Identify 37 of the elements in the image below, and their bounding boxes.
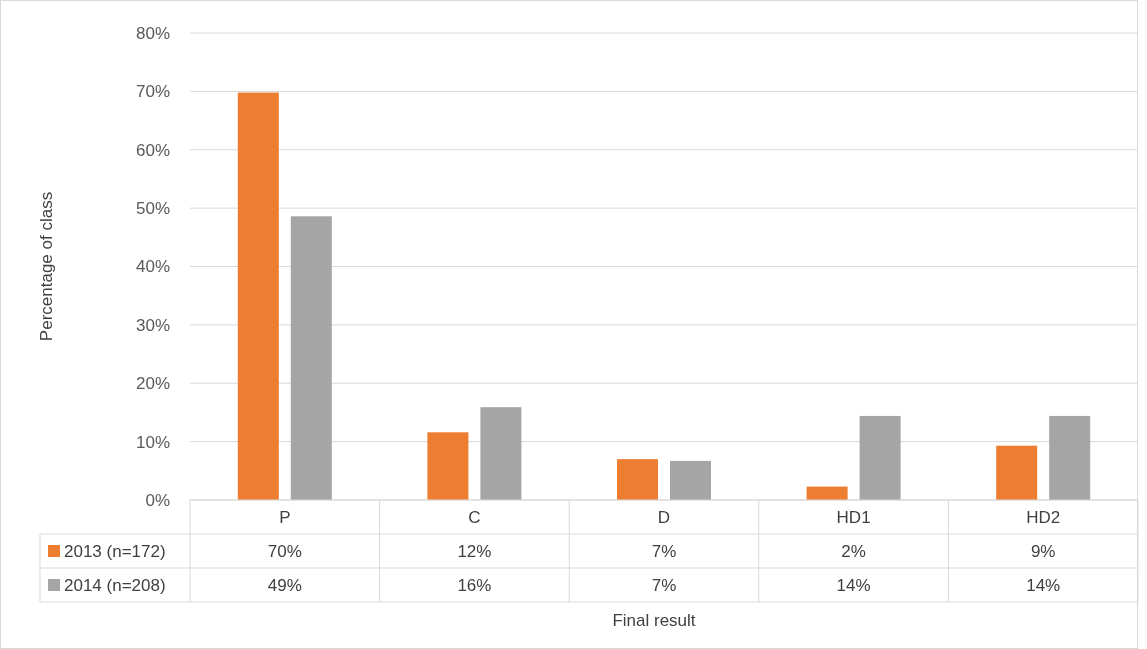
bar: [427, 432, 469, 500]
data-label: 9%: [1030, 541, 1056, 561]
data-label: 14%: [1026, 575, 1061, 595]
y-tick-label: 40%: [135, 257, 170, 277]
y-tick-label: 60%: [135, 140, 170, 160]
bar: [670, 460, 711, 500]
bar: [996, 445, 1038, 500]
x-tick-label: C: [468, 507, 481, 527]
data-label: 12%: [457, 541, 492, 561]
x-axis-title: Final result: [612, 610, 696, 630]
data-label: 14%: [836, 575, 871, 595]
legend-label: 2013 (n=172): [64, 541, 166, 561]
y-tick-label: 70%: [135, 82, 170, 102]
x-tick-label: HD2: [1026, 507, 1061, 527]
bar: [617, 459, 658, 500]
bar: [290, 216, 332, 500]
bar: [859, 415, 901, 500]
data-label: 2%: [841, 541, 866, 561]
data-label: 49%: [267, 575, 302, 595]
y-tick-label: 10%: [135, 432, 170, 452]
bar: [480, 407, 522, 500]
y-tick-label: 30%: [135, 315, 170, 335]
data-label: 16%: [457, 575, 492, 595]
y-tick-label: 20%: [135, 374, 170, 394]
x-tick-label: D: [657, 507, 671, 527]
y-tick-label: 0%: [145, 490, 170, 510]
data-label: 70%: [267, 541, 302, 561]
y-axis-title: Percentage of class: [36, 191, 56, 342]
data-label: 7%: [651, 541, 677, 561]
y-tick-label: 50%: [135, 199, 170, 219]
bar: [1049, 415, 1091, 500]
bar: [237, 92, 279, 500]
data-label: 7%: [651, 575, 677, 595]
x-tick-label: P: [279, 507, 291, 527]
x-tick-label: HD1: [836, 507, 871, 527]
y-tick-label: 80%: [135, 23, 170, 43]
legend-label: 2014 (n=208): [64, 575, 166, 595]
